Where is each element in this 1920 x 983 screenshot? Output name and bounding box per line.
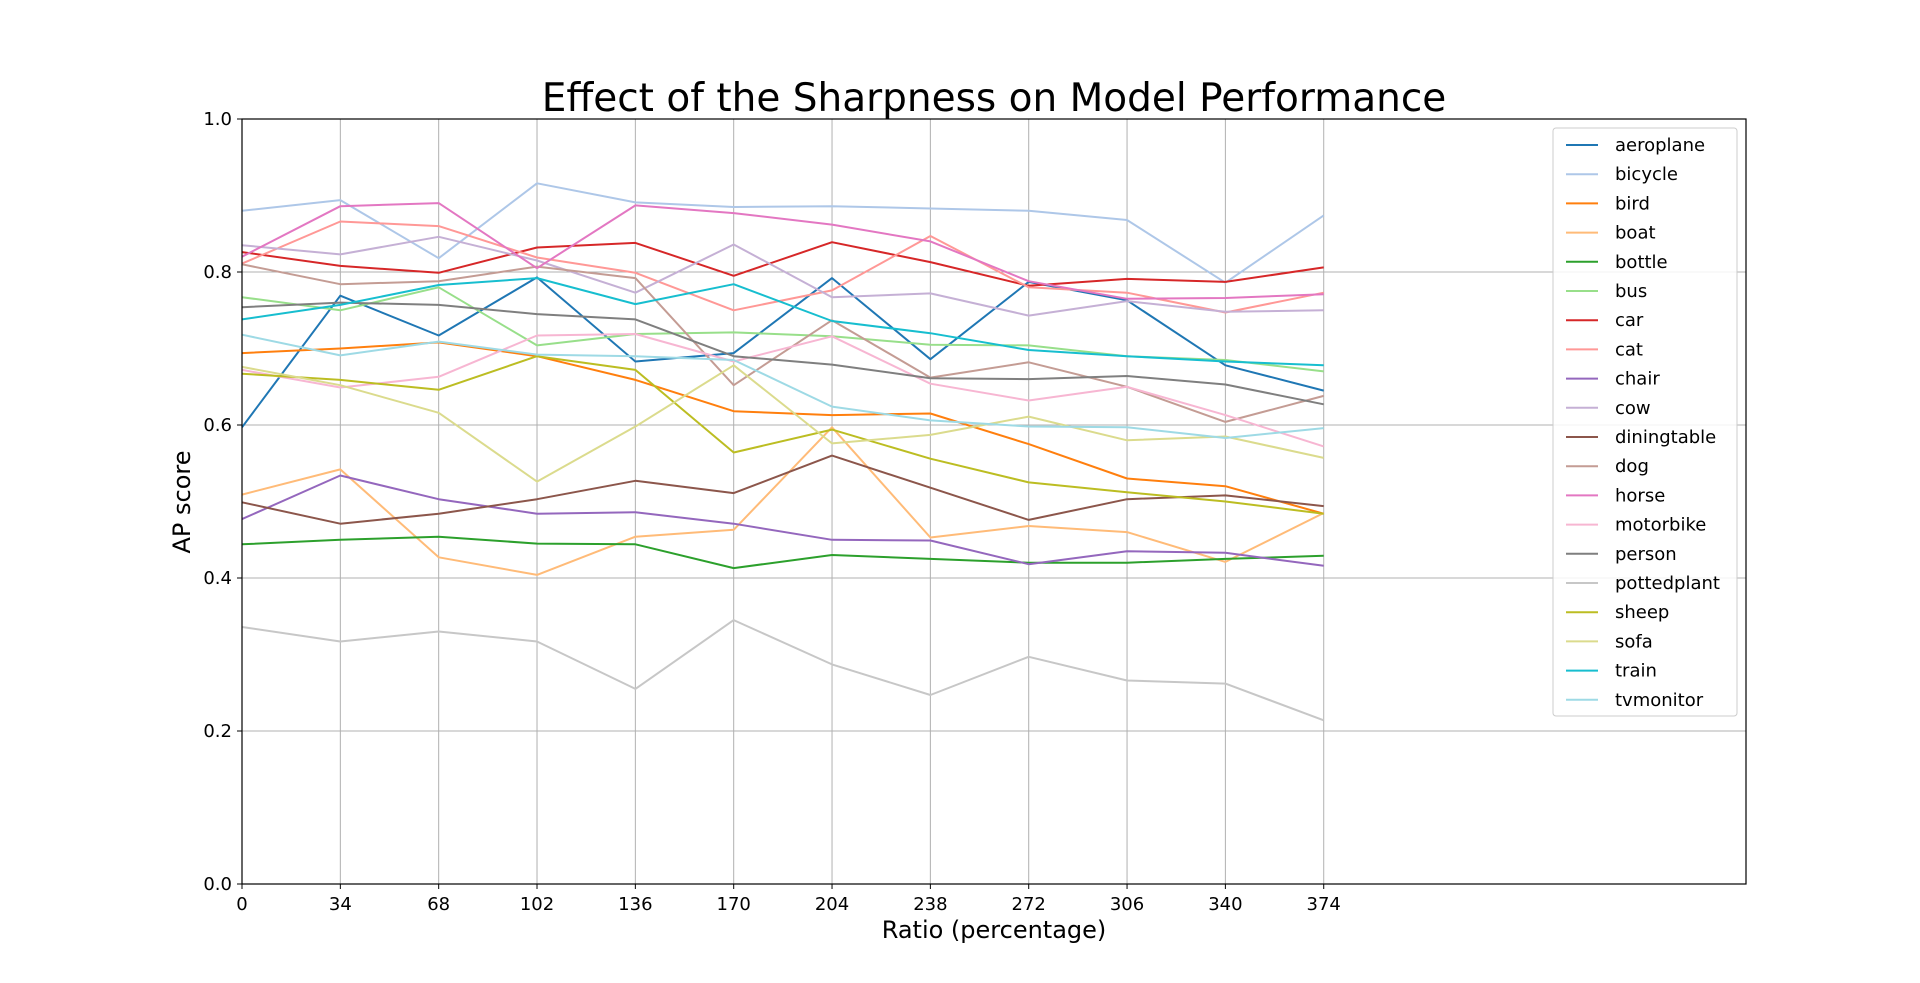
- series-line-cow: [241, 235, 1324, 317]
- series-line-bicycle: [241, 182, 1325, 284]
- plot-frame: [241, 118, 1747, 885]
- series-lines: [241, 182, 1325, 722]
- legend-label-motorbike: motorbike: [1615, 515, 1706, 536]
- y-tick-label: 0.2: [203, 721, 232, 742]
- legend-label-diningtable: diningtable: [1615, 427, 1716, 448]
- axis-ticks: 0 34 68 102 136 170 204 238 272 306 340 374 0.0 0.2 0.…: [203, 109, 1341, 915]
- legend-label-bicycle: bicycle: [1615, 164, 1678, 185]
- x-tick-label: 238: [913, 894, 947, 915]
- legend-label-cat: cat: [1615, 339, 1643, 360]
- grid-lines: [241, 118, 1746, 885]
- legend-box: [1552, 127, 1738, 717]
- legend: aeroplane bicycle bird boat bottle bus car cat c…: [1552, 127, 1738, 717]
- x-tick-label: 68: [427, 894, 450, 915]
- y-tick-label: 0.8: [203, 262, 232, 283]
- x-tick-label: 272: [1012, 894, 1046, 915]
- legend-label-boat: boat: [1615, 223, 1656, 244]
- x-tick-label: 136: [618, 894, 652, 915]
- x-tick-label: 170: [717, 894, 751, 915]
- legend-label-cow: cow: [1615, 398, 1651, 419]
- series-line-sofa: [241, 364, 1324, 483]
- x-tick-label: 374: [1307, 894, 1341, 915]
- x-tick-label: 0: [236, 894, 247, 915]
- legend-label-horse: horse: [1615, 485, 1665, 506]
- series-line-sheep: [241, 355, 1324, 515]
- y-axis-label: AP score: [168, 450, 196, 553]
- legend-label-bird: bird: [1615, 193, 1650, 214]
- legend-label-bottle: bottle: [1615, 252, 1668, 273]
- legend-label-sofa: sofa: [1615, 631, 1653, 652]
- series-line-bird: [241, 341, 1324, 515]
- x-axis-label: Ratio (percentage): [882, 916, 1107, 944]
- legend-label-sheep: sheep: [1615, 602, 1669, 623]
- x-tick-label: 102: [520, 894, 554, 915]
- y-tick-label: 0.6: [203, 415, 232, 436]
- series-line-diningtable: [241, 454, 1324, 525]
- legend-label-person: person: [1615, 544, 1677, 565]
- series-line-bottle: [241, 535, 1324, 570]
- x-tick-label: 204: [815, 894, 849, 915]
- series-line-dog: [241, 263, 1324, 423]
- legend-label-car: car: [1615, 310, 1644, 331]
- legend-label-aeroplane: aeroplane: [1615, 135, 1705, 156]
- series-line-motorbike: [241, 333, 1325, 448]
- series-line-aeroplane: [241, 276, 1324, 428]
- y-tick-label: 1.0: [203, 109, 232, 130]
- legend-label-train: train: [1615, 661, 1657, 682]
- series-line-pottedplant: [241, 619, 1325, 722]
- series-line-car: [241, 241, 1324, 287]
- series-line-boat: [241, 426, 1325, 576]
- legend-label-chair: chair: [1615, 369, 1660, 390]
- legend-label-bus: bus: [1615, 281, 1647, 302]
- x-tick-label: 340: [1208, 894, 1242, 915]
- y-tick-label: 0.0: [203, 874, 232, 895]
- x-tick-label: 34: [329, 894, 352, 915]
- x-tick-label: 306: [1110, 894, 1144, 915]
- legend-label-tvmonitor: tvmonitor: [1615, 690, 1704, 711]
- series-line-person: [241, 301, 1324, 406]
- series-line-train: [241, 277, 1324, 367]
- series-line-tvmonitor: [241, 333, 1324, 439]
- y-tick-label: 0.4: [203, 568, 232, 589]
- legend-label-dog: dog: [1615, 456, 1649, 477]
- series-line-chair: [241, 474, 1324, 567]
- chart-title: Effect of the Sharpness on Model Perform…: [542, 76, 1447, 121]
- series-line-horse: [241, 202, 1324, 300]
- series-line-cat: [241, 220, 1324, 314]
- legend-label-pottedplant: pottedplant: [1615, 573, 1720, 594]
